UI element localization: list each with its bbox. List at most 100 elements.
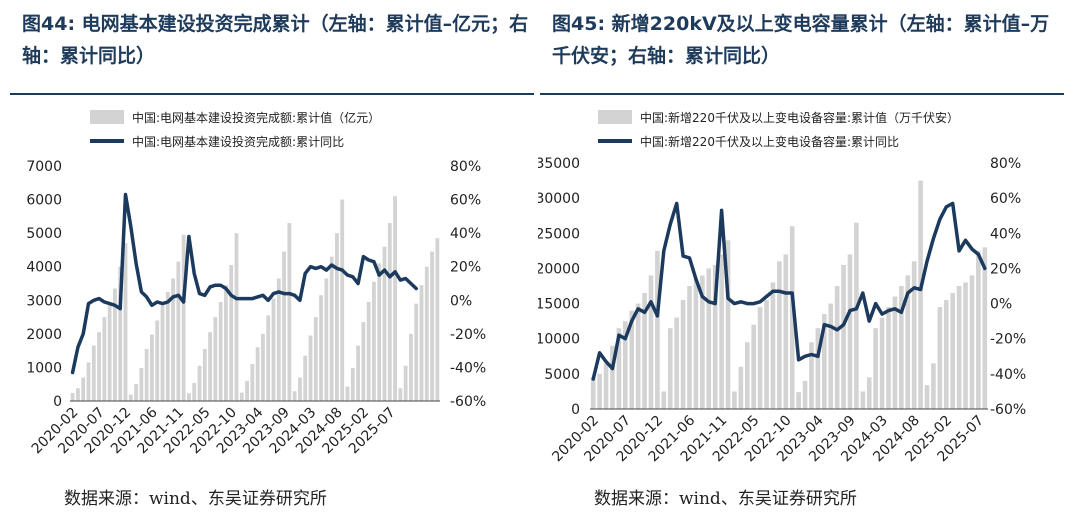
bar [97, 332, 101, 401]
bar [202, 348, 207, 401]
bar [648, 275, 654, 409]
bar [335, 233, 339, 401]
bar [345, 386, 350, 401]
bar [234, 233, 239, 401]
bar [292, 391, 297, 401]
bar [366, 301, 371, 401]
bar [590, 377, 596, 409]
bar [91, 345, 96, 401]
bar [313, 317, 318, 401]
bar [113, 288, 117, 401]
bar [213, 317, 218, 401]
y-left-tick-label: 30000 [538, 191, 580, 207]
bar [181, 234, 186, 401]
bar [298, 377, 302, 401]
y-right-tick-label: -40% [450, 360, 486, 376]
bar [680, 300, 686, 409]
bar [393, 196, 397, 401]
bar [377, 263, 382, 401]
y-left-tick-label: 3000 [26, 293, 62, 309]
bar [329, 256, 334, 401]
legend-label-line: 中国:电网基本建设投资完成额:累计同比 [132, 134, 344, 149]
bar [899, 286, 904, 409]
bar [764, 300, 769, 409]
bar [931, 363, 936, 409]
bar [171, 278, 175, 401]
y-left-tick-label: 6000 [26, 193, 62, 209]
bar [866, 377, 872, 409]
y-left-tick-label: 10000 [538, 332, 580, 348]
bar [282, 251, 286, 401]
legend-bar-swatch [90, 110, 124, 124]
bar [982, 247, 988, 409]
bar [674, 317, 679, 409]
y-right-tick-label: 60% [990, 191, 1021, 207]
bar [287, 223, 292, 401]
bar [655, 250, 660, 409]
chart-source: 数据来源：wind、东吴证券研究所 [594, 489, 857, 509]
bar [796, 392, 801, 409]
bar [86, 362, 91, 401]
bar [139, 368, 144, 401]
bar [905, 275, 911, 409]
bar [398, 388, 403, 401]
bar [239, 392, 244, 401]
y-right-tick-label: 20% [990, 261, 1021, 277]
y-left-tick-label: 0 [53, 394, 62, 410]
bar [841, 264, 846, 409]
chart-45-svg: 中国:新增220千伏及以上变电设备容量:累计值（万千伏安） 中国:新增220千伏及… [538, 110, 1026, 465]
bar [847, 254, 853, 409]
bar [719, 254, 724, 409]
legend-label-bar: 中国:新增220千伏及以上变电设备容量:累计值（万千伏安） [640, 110, 959, 125]
chart-panel-44: 图44: 电网基本建设投资完成累计（左轴：累计值–亿元；右轴：累计同比） 中国:… [8, 0, 538, 521]
bar [783, 254, 789, 409]
bar [165, 291, 170, 401]
bar [757, 307, 763, 409]
bar [661, 391, 667, 409]
y-right-tick-label: 40% [450, 226, 481, 242]
bar [419, 285, 424, 401]
y-left-tick-label: 35000 [538, 156, 580, 172]
bar [361, 322, 366, 401]
bar [382, 246, 387, 401]
bar [777, 261, 782, 409]
bar [712, 264, 718, 409]
bar [187, 393, 191, 401]
bar [937, 307, 943, 409]
bar [76, 388, 80, 401]
bar [356, 345, 360, 401]
bar [102, 317, 107, 401]
bar [597, 373, 602, 409]
bar [879, 317, 885, 409]
bar [751, 324, 757, 409]
bar [815, 328, 821, 409]
bar [629, 310, 635, 409]
bar [107, 305, 112, 401]
bar [802, 380, 808, 409]
bar [809, 342, 814, 409]
bar [266, 315, 271, 401]
series-line [70, 192, 418, 375]
bar [873, 328, 878, 409]
bar [918, 180, 923, 409]
bar [700, 275, 705, 409]
bar [350, 368, 355, 401]
title-rule [10, 93, 534, 95]
bar [667, 328, 673, 409]
bar [387, 223, 392, 401]
bar [134, 383, 138, 401]
bar [403, 365, 408, 401]
bar [744, 342, 750, 409]
bar [271, 298, 276, 401]
bar [303, 355, 308, 401]
bar [635, 303, 641, 409]
bar [245, 380, 249, 401]
bar [892, 296, 898, 409]
bar [738, 366, 744, 409]
bar [770, 282, 776, 409]
bar [176, 261, 181, 401]
bar [155, 320, 160, 401]
bar [687, 286, 692, 409]
title-rule [540, 93, 1064, 95]
bar [197, 365, 202, 401]
